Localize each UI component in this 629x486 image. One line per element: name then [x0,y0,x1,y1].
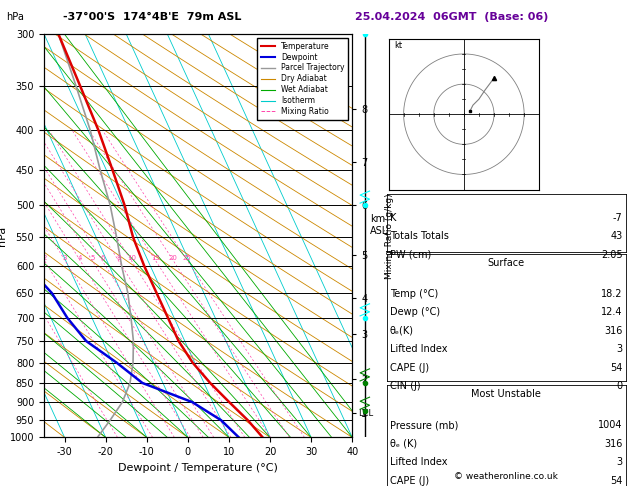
Text: 25.04.2024  06GMT  (Base: 06): 25.04.2024 06GMT (Base: 06) [355,12,548,22]
Text: 316: 316 [604,438,623,449]
Text: Lifted Index: Lifted Index [390,457,447,467]
Text: 3: 3 [616,457,623,467]
Text: Pressure (mb): Pressure (mb) [390,420,459,430]
Text: Dewp (°C): Dewp (°C) [390,307,440,317]
Text: 316: 316 [604,326,623,336]
Text: θₑ(K): θₑ(K) [390,326,414,336]
Text: CAPE (J): CAPE (J) [390,475,429,486]
Text: Most Unstable: Most Unstable [471,389,542,399]
Text: 6: 6 [100,255,104,260]
Text: 12.4: 12.4 [601,307,623,317]
Text: Surface: Surface [487,258,525,268]
Text: LCL: LCL [359,409,374,417]
Text: 43: 43 [611,231,623,242]
Text: -7: -7 [613,213,623,223]
Text: CIN (J): CIN (J) [390,381,421,391]
Text: -37°00'S  174°4B'E  79m ASL: -37°00'S 174°4B'E 79m ASL [63,12,242,22]
Text: 0: 0 [616,381,623,391]
Text: 8: 8 [116,255,121,260]
Text: 3: 3 [616,344,623,354]
Text: 15: 15 [151,255,160,260]
Text: Mixing Ratio (g/kg): Mixing Ratio (g/kg) [385,193,394,278]
Text: © weatheronline.co.uk: © weatheronline.co.uk [454,472,559,481]
X-axis label: Dewpoint / Temperature (°C): Dewpoint / Temperature (°C) [118,463,278,473]
Text: 18.2: 18.2 [601,289,623,299]
Text: θₑ (K): θₑ (K) [390,438,417,449]
Text: K: K [390,213,396,223]
Text: Temp (°C): Temp (°C) [390,289,438,299]
Text: 25: 25 [183,255,192,260]
Text: 2.05: 2.05 [601,250,623,260]
Text: 1004: 1004 [598,420,623,430]
Text: 54: 54 [610,363,623,373]
Legend: Temperature, Dewpoint, Parcel Trajectory, Dry Adiabat, Wet Adiabat, Isotherm, Mi: Temperature, Dewpoint, Parcel Trajectory… [257,38,348,120]
Text: Lifted Index: Lifted Index [390,344,447,354]
Text: 20: 20 [169,255,178,260]
Text: hPa: hPa [6,12,24,22]
Text: PW (cm): PW (cm) [390,250,431,260]
Text: kt: kt [394,41,403,50]
Text: Totals Totals: Totals Totals [390,231,449,242]
Text: 3: 3 [63,255,67,260]
Text: 5: 5 [90,255,94,260]
Text: 2: 2 [42,255,47,260]
Text: 54: 54 [610,475,623,486]
Y-axis label: km
ASL: km ASL [370,214,389,236]
Text: 4: 4 [78,255,82,260]
Y-axis label: hPa: hPa [0,226,7,246]
Text: 10: 10 [127,255,136,260]
Text: CAPE (J): CAPE (J) [390,363,429,373]
